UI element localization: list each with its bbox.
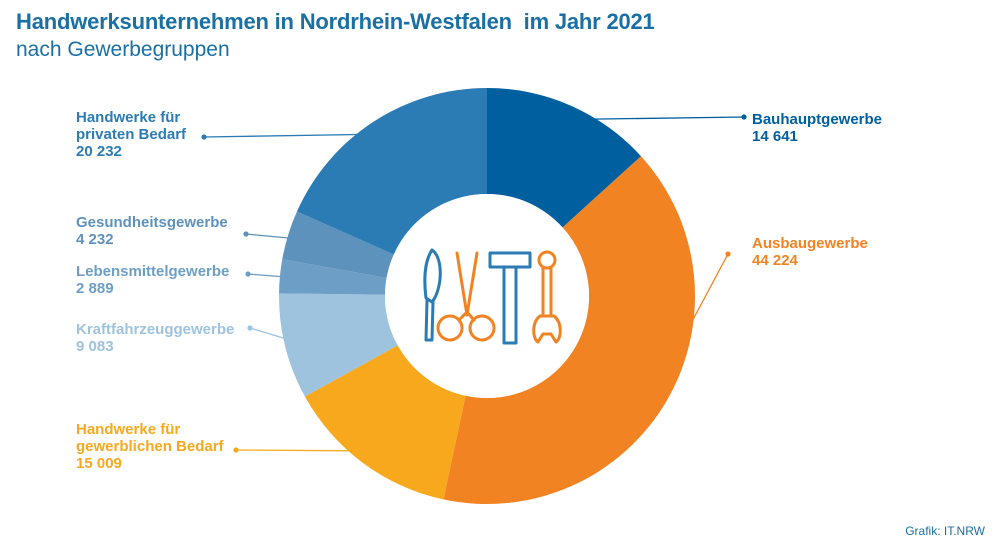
slice-value-label: 20 232	[76, 143, 122, 160]
chart-subtitle: nach Gewerbegruppen	[16, 38, 230, 61]
donut-hole	[385, 194, 589, 398]
slice-category-label: Handwerke für	[76, 109, 180, 126]
leader-line	[245, 233, 303, 241]
donut-slice	[282, 211, 394, 279]
slice-category-label: Gesundheitsgewerbe	[76, 214, 228, 231]
leader-dot	[369, 448, 375, 454]
donut-slice	[304, 345, 466, 500]
leader-line	[247, 273, 295, 279]
slice-category-label: Lebensmittelgewerbe	[76, 263, 229, 280]
leader-dot	[741, 114, 747, 120]
leader-line	[203, 133, 382, 138]
donut-slice	[296, 88, 487, 255]
slice-category-label: Kraftfahrzeuggewerbe	[76, 321, 234, 338]
leader-dot	[245, 271, 251, 277]
slice-value-label: 9 083	[76, 338, 114, 355]
leader-dot	[247, 325, 253, 331]
donut-slice	[487, 88, 642, 228]
leader-dot	[243, 231, 249, 237]
leader-dot	[725, 251, 731, 257]
slice-category-label: Bauhauptgewerbe	[752, 111, 882, 128]
leader-dot	[299, 236, 306, 242]
leader-dot	[292, 275, 298, 281]
slice-category-label: Ausbaugewerbe	[752, 235, 868, 252]
donut-slice	[278, 293, 398, 397]
slice-category-label: gewerblichen Bedarf	[76, 438, 225, 455]
leader-line	[565, 116, 745, 121]
leader-line	[235, 449, 372, 452]
leader-dot	[201, 134, 207, 140]
slice-value-label: 2 889	[76, 280, 114, 297]
leader-line	[249, 327, 300, 344]
slice-value-label: 44 224	[752, 252, 799, 269]
donut-slice	[443, 156, 696, 505]
chart-title: Handwerksunternehmen in Nordrhein-Westfa…	[16, 9, 655, 34]
leader-dot	[562, 116, 568, 123]
leader-line	[653, 253, 729, 393]
slice-value-label: 14 641	[752, 128, 798, 145]
slice-category-label: Handwerke für	[76, 421, 180, 438]
leader-dot	[233, 447, 239, 453]
slice-value-label: 4 232	[76, 231, 114, 248]
leader-dot	[651, 389, 657, 395]
slice-value-label: 15 009	[76, 455, 122, 472]
slice-category-label: privaten Bedarf	[76, 126, 187, 143]
leader-dot	[297, 340, 303, 346]
donut-slice	[279, 259, 387, 295]
tools-icon	[423, 248, 562, 345]
source-credit: Grafik: IT.NRW	[905, 524, 985, 538]
leader-dot	[379, 131, 385, 137]
